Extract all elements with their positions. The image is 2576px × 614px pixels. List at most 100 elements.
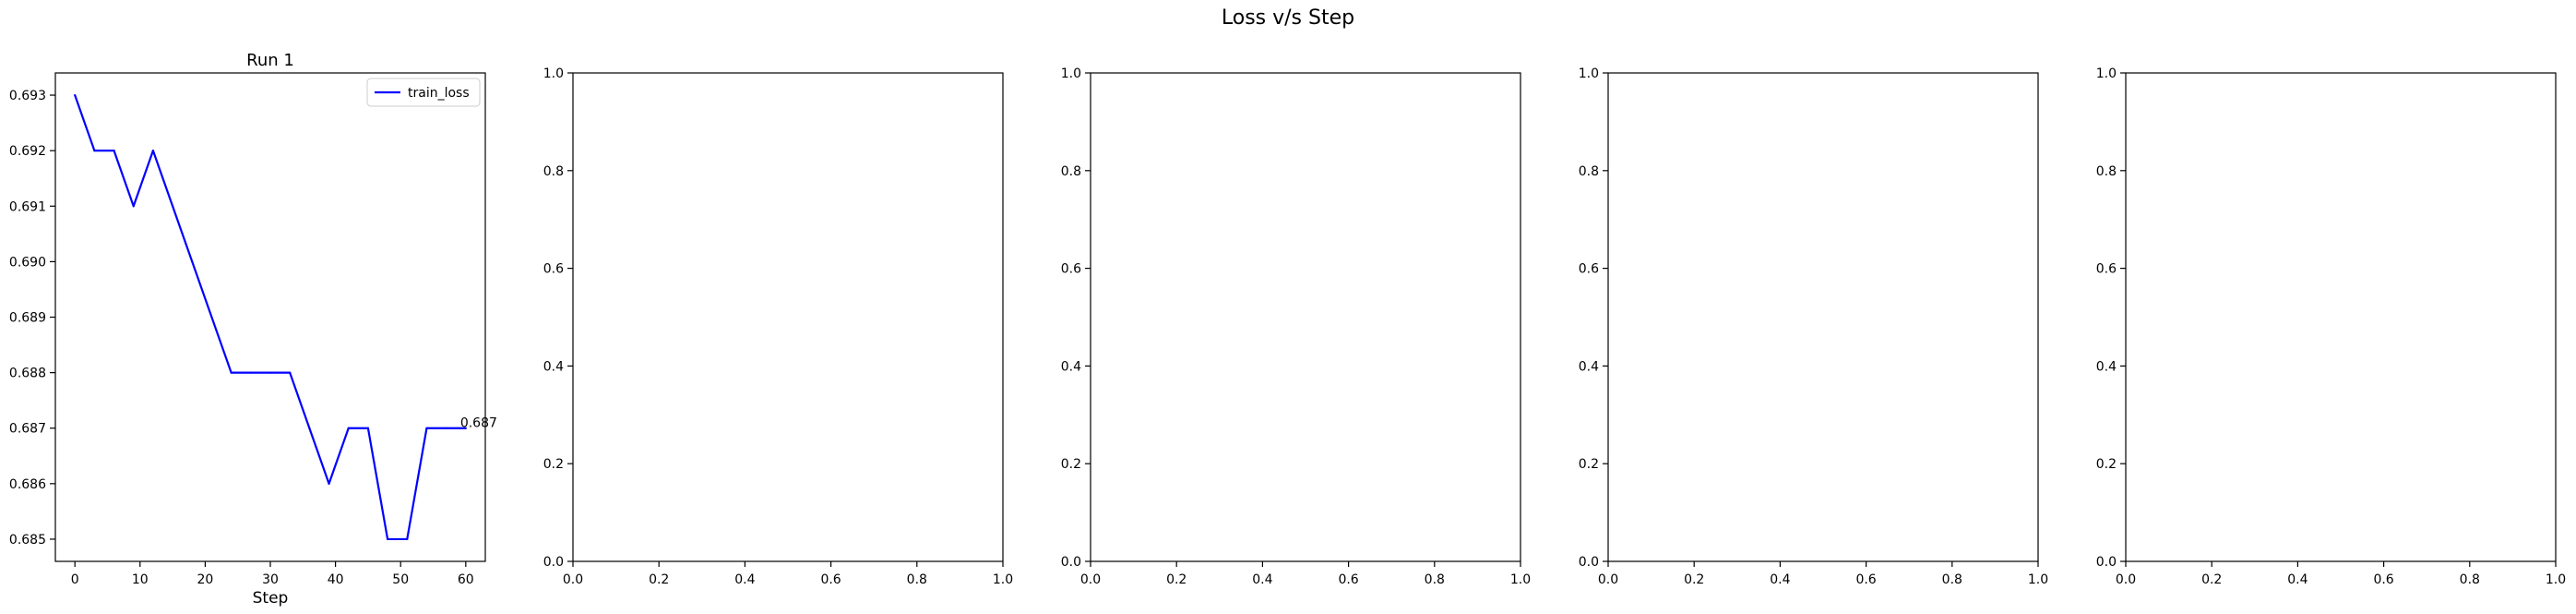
x-tick-label: 0.0 [563, 572, 583, 587]
y-tick-label: 0.8 [543, 164, 564, 179]
data-point [406, 537, 409, 541]
x-tick-label: 0.8 [907, 572, 927, 587]
legend: train_loss [366, 78, 481, 107]
x-tick-label: 0.0 [2116, 572, 2136, 587]
x-tick-label: 1.0 [2546, 572, 2566, 587]
subplot-1: Run 1 0 10 20 30 40 50 60 0.685 0.686 0.687 0.688 0.… [9, 51, 497, 608]
axes-frame [572, 72, 1004, 562]
data-point [386, 537, 389, 541]
y-tick-label: 0.8 [1061, 164, 1081, 179]
x-tick-label: 0.6 [820, 572, 841, 587]
x-tick-label: 20 [197, 572, 213, 587]
x-tick-label: 0 [71, 572, 79, 587]
data-point [230, 371, 233, 374]
data-point [74, 93, 77, 97]
data-point [249, 371, 252, 374]
y-tick-label: 0.6 [1579, 262, 1599, 277]
y-tick-label: 1.0 [1061, 66, 1081, 81]
subplot-title: Run 1 [246, 51, 294, 70]
data-point [464, 427, 467, 429]
x-tick-label: 0.6 [2373, 572, 2393, 587]
y-tick-label: 0.0 [2096, 555, 2117, 570]
subplot-2: 0.0 0.2 0.4 0.6 0.8 1.0 0.0 0.2 0.4 0.6 0.8 1.0 [543, 66, 1013, 587]
x-tick-label: 1.0 [2028, 572, 2048, 587]
x-tick-label: 0.0 [1080, 572, 1101, 587]
data-label: 0.687 [460, 416, 497, 431]
data-point [425, 427, 428, 429]
x-tick-label: 0.6 [1855, 572, 1876, 587]
x-tick-label: 0.4 [1252, 572, 1272, 587]
data-point [308, 427, 311, 429]
y-tick-label: 0.6 [543, 262, 564, 277]
x-tick-label: 0.4 [1770, 572, 1790, 587]
x-tick-label: 10 [132, 572, 149, 587]
y-tick-label: 0.691 [9, 199, 46, 214]
subplot-3: 0.0 0.2 0.4 0.6 0.8 1.0 0.0 0.2 0.4 0.6 0.8 1.0 [1061, 66, 1531, 587]
y-tick-label: 0.0 [1061, 555, 1081, 570]
series-line-train_loss [74, 94, 466, 541]
data-point [347, 427, 350, 429]
data-point [113, 150, 115, 152]
y-tick-label: 0.4 [1061, 359, 1081, 374]
subplot-4: 0.0 0.2 0.4 0.6 0.8 1.0 0.0 0.2 0.4 0.6 0.8 1.0 [1579, 66, 2048, 587]
legend-label: train_loss [408, 86, 470, 101]
x-tick-label: 30 [262, 572, 279, 587]
y-tick-label: 0.8 [2096, 164, 2117, 179]
y-tick-label: 0.2 [1579, 457, 1599, 472]
y-tick-label: 0.6 [1061, 262, 1081, 277]
subplot-5: 0.0 0.2 0.4 0.6 0.8 1.0 0.0 0.2 0.4 0.6 0.8 1.0 [2096, 66, 2566, 587]
y-tick-label: 0.4 [543, 359, 564, 374]
x-tick-label: 0.2 [1166, 572, 1187, 587]
data-point [328, 482, 330, 485]
y-tick-label: 0.687 [9, 422, 46, 437]
y-tick-label: 0.2 [2096, 457, 2117, 472]
data-point [366, 427, 370, 429]
data-point [191, 260, 194, 263]
y-tick-label: 0.0 [1579, 555, 1599, 570]
x-tick-label: 50 [392, 572, 409, 587]
subplot-grid: Run 1 0 10 20 30 40 50 60 0.685 0.686 0.687 0.688 0.… [9, 51, 2566, 608]
axes-frame [1607, 72, 2039, 562]
data-point [445, 427, 447, 429]
y-tick-label: 0.686 [9, 477, 46, 492]
data-point [132, 205, 135, 208]
x-tick-label: 0.4 [734, 572, 755, 587]
data-point [268, 371, 272, 374]
y-tick-label: 1.0 [543, 66, 564, 81]
x-tick-label: 0.8 [1425, 572, 1445, 587]
y-tick-label: 0.2 [1061, 457, 1081, 472]
y-tick-label: 0.689 [9, 311, 46, 326]
y-tick-label: 0.685 [9, 533, 46, 548]
y-tick-label: 0.693 [9, 89, 46, 103]
y-tick-label: 0.2 [543, 457, 564, 472]
axes-frame [2125, 72, 2557, 562]
y-tick-label: 0.0 [543, 555, 564, 570]
y-tick-label: 0.692 [9, 144, 46, 159]
data-point [171, 205, 174, 208]
y-tick-label: 0.4 [1579, 359, 1599, 374]
y-tick-label: 0.6 [2096, 262, 2117, 277]
x-tick-label: 0.6 [1338, 572, 1358, 587]
y-tick-label: 0.690 [9, 255, 46, 270]
x-tick-label: 0.8 [2460, 572, 2480, 587]
data-point [151, 150, 155, 152]
x-tick-label: 1.0 [993, 572, 1013, 587]
x-tick-label: 0.4 [2287, 572, 2308, 587]
x-tick-label: 1.0 [1510, 572, 1531, 587]
y-tick-label: 0.688 [9, 367, 46, 381]
x-tick-label: 60 [458, 572, 474, 587]
x-tick-label: 0.8 [1942, 572, 1962, 587]
axes-frame [1090, 72, 1521, 562]
x-tick-label: 0.0 [1598, 572, 1618, 587]
figure-suptitle: Loss v/s Step [1222, 6, 1354, 30]
legend-box [366, 78, 481, 107]
data-point [93, 150, 96, 152]
x-tick-label: 0.2 [1684, 572, 1704, 587]
y-tick-label: 1.0 [1579, 66, 1599, 81]
x-tick-label: 0.2 [649, 572, 669, 587]
y-tick-label: 0.8 [1579, 164, 1599, 179]
axes-frame [54, 72, 486, 562]
x-tick-label: 40 [328, 572, 344, 587]
y-tick-label: 1.0 [2096, 66, 2117, 81]
